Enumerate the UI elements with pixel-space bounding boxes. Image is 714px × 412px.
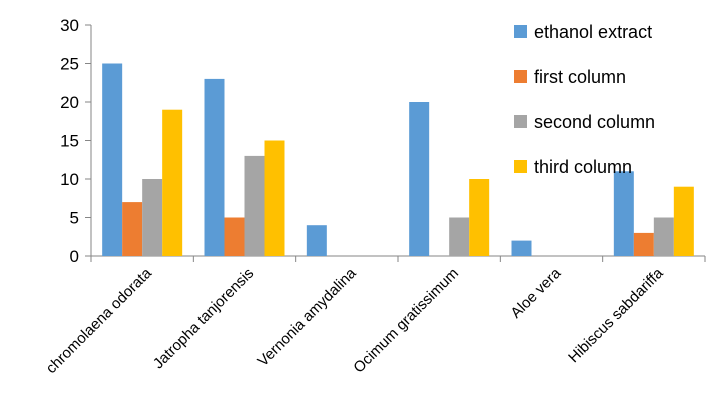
bar — [613, 171, 634, 256]
bar — [204, 78, 225, 257]
x-category-label: Aloe vera — [507, 264, 564, 321]
legend-label: first column — [534, 67, 626, 87]
bar — [142, 179, 163, 256]
y-tick-label: 5 — [70, 209, 79, 228]
bar — [306, 225, 327, 256]
y-tick-label: 15 — [60, 132, 79, 151]
bar — [264, 140, 285, 256]
legend-swatch — [514, 25, 527, 38]
y-tick-label: 25 — [60, 55, 79, 74]
y-tick-label: 20 — [60, 93, 79, 112]
bar — [102, 63, 123, 256]
x-category-label: chromolaena odorata — [43, 264, 156, 377]
bar — [673, 186, 694, 256]
legend-swatch — [514, 115, 527, 128]
y-tick-label: 0 — [70, 247, 79, 266]
bar — [449, 217, 470, 256]
bar — [511, 240, 532, 256]
legend-swatch — [514, 160, 527, 173]
bar — [633, 232, 654, 256]
bar — [244, 155, 265, 256]
legend-label: third column — [534, 157, 632, 177]
x-category-label: Vernonia amydalina — [254, 264, 360, 370]
bars — [102, 63, 694, 257]
legend: ethanol extract first column second colu… — [514, 22, 655, 177]
y-axis: 0 5 10 15 20 25 30 — [60, 16, 92, 266]
y-tick-label: 10 — [60, 170, 79, 189]
legend-label: second column — [534, 112, 655, 132]
legend-swatch — [514, 70, 527, 83]
bar — [653, 217, 674, 256]
x-category-label: Ocimum gratissimum — [350, 265, 462, 377]
bar — [224, 217, 245, 256]
bar — [469, 179, 490, 256]
bar — [409, 102, 430, 256]
legend-label: ethanol extract — [534, 22, 652, 42]
bar — [162, 109, 183, 256]
y-tick-label: 30 — [60, 16, 79, 35]
x-category-label: Jatropha tanjorensis — [150, 265, 258, 373]
x-category-label: Hibiscus sabdariffa — [565, 264, 667, 366]
bar — [122, 202, 143, 256]
